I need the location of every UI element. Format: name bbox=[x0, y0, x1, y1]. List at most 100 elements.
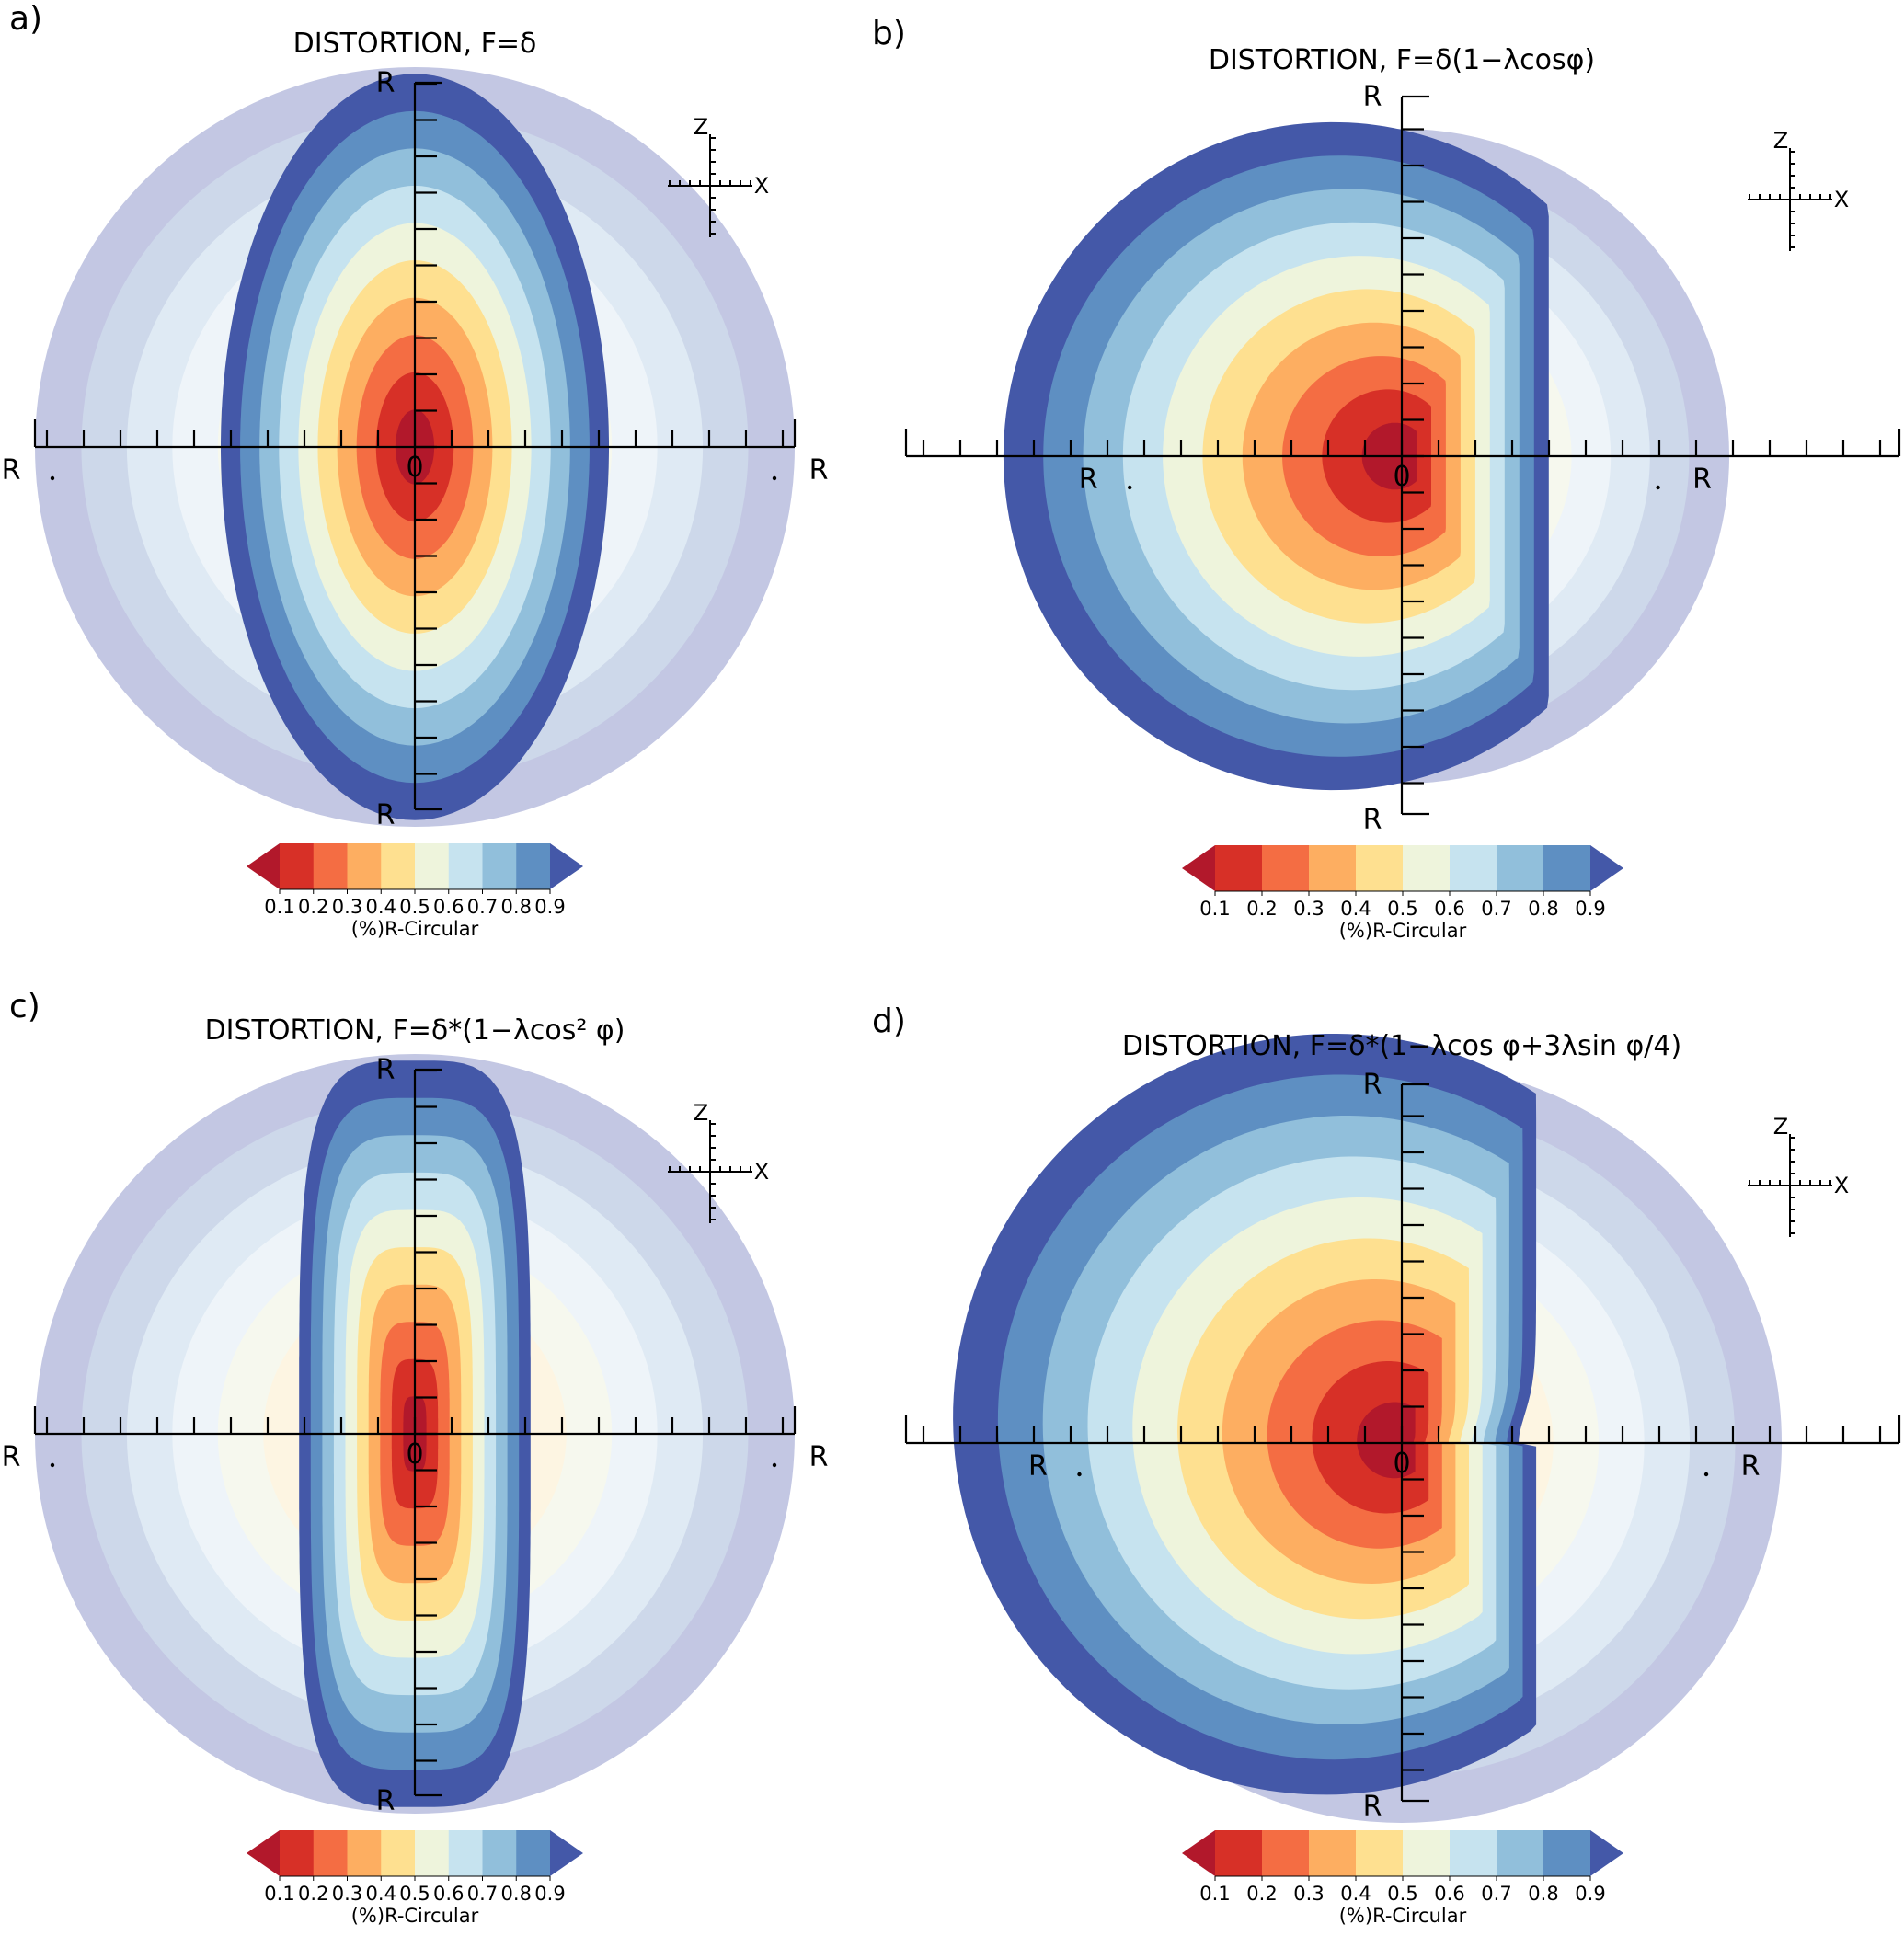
colorbar-tick-label: 0.8 bbox=[501, 1883, 532, 1905]
colorbar-tick-label: 0.6 bbox=[433, 896, 464, 918]
colorbar-tick-label: 0.9 bbox=[1575, 1883, 1605, 1905]
triad-x-label: X bbox=[1834, 1173, 1849, 1198]
colorbar-cell bbox=[1543, 1830, 1591, 1876]
axis-end-label-right: R bbox=[1741, 1450, 1761, 1483]
triad-x-label: X bbox=[754, 1159, 769, 1185]
colorbar: 0.1 0.2 0.3 0.4 0.5 0.6 0.7 0.8 0.9(%)R-Circular bbox=[1182, 1830, 1623, 1927]
axis-end-label-left: R bbox=[1028, 1450, 1048, 1483]
colorbar-cell bbox=[448, 1830, 483, 1876]
colorbar-cell bbox=[415, 1830, 450, 1876]
colorbar-extend-high bbox=[550, 843, 583, 889]
orientation-triad bbox=[1748, 1134, 1832, 1237]
axis-end-label-bottom: R bbox=[376, 1785, 396, 1817]
axes bbox=[33, 81, 797, 811]
colorbar-tick-label: 0.7 bbox=[1481, 898, 1511, 920]
colorbar-tick-label: 0.5 bbox=[1387, 898, 1417, 920]
colorbar-cell bbox=[482, 843, 517, 889]
origin-label: 0 bbox=[406, 1438, 423, 1471]
colorbar-cell bbox=[347, 1830, 382, 1876]
colorbar-cell bbox=[313, 1830, 348, 1876]
colorbar-cell bbox=[1356, 845, 1404, 891]
triad-x-label: X bbox=[1834, 187, 1849, 212]
colorbar-tick-label: 0.5 bbox=[1387, 1883, 1417, 1905]
colorbar-tick-label: 0.1 bbox=[1199, 898, 1230, 920]
colorbar-extend-high bbox=[550, 1830, 583, 1876]
origin-label: 0 bbox=[1393, 461, 1410, 493]
axis-end-label-right: R bbox=[809, 454, 829, 487]
axes bbox=[904, 1083, 1901, 1803]
colorbar-extend-high bbox=[1590, 845, 1623, 891]
colorbar-tick-label: 0.8 bbox=[501, 896, 532, 918]
axis-end-label-bottom: R bbox=[1363, 804, 1382, 836]
colorbar-tick-label: 0.9 bbox=[534, 896, 565, 918]
colorbar-tick-label: 0.6 bbox=[433, 1883, 464, 1905]
axis-end-label-bottom: R bbox=[376, 799, 396, 831]
axis-end-label-left: R bbox=[1079, 464, 1098, 496]
colorbar-tick-label: 0.6 bbox=[1434, 898, 1464, 920]
colorbar-cell bbox=[1450, 845, 1497, 891]
axis-end-label-top: R bbox=[1363, 81, 1382, 113]
colorbar-tick-label: 0.4 bbox=[366, 896, 396, 918]
axis-end-label-left: R bbox=[2, 454, 21, 487]
triad-x-label: X bbox=[754, 173, 769, 199]
triad-z-label: Z bbox=[1773, 1114, 1788, 1140]
axis-dot bbox=[772, 475, 777, 481]
axis-end-label-top: R bbox=[376, 67, 396, 99]
colorbar-cell bbox=[1356, 1830, 1404, 1876]
axes bbox=[33, 1068, 797, 1797]
orientation-triad bbox=[668, 1120, 752, 1223]
orientation-triad bbox=[1748, 148, 1832, 251]
colorbar-cell bbox=[1262, 845, 1310, 891]
colorbar-extend-low bbox=[1182, 845, 1215, 891]
origin-label: 0 bbox=[1393, 1448, 1410, 1480]
colorbar-tick-label: 0.4 bbox=[1340, 1883, 1371, 1905]
colorbar-tick-label: 0.9 bbox=[1575, 898, 1605, 920]
axis-dot bbox=[1656, 485, 1660, 490]
axis-dot bbox=[1128, 485, 1132, 490]
axis-dot bbox=[50, 1462, 55, 1468]
colorbar-tick-label: 0.3 bbox=[1293, 1883, 1324, 1905]
colorbar-cell bbox=[1215, 845, 1263, 891]
colorbar-cell bbox=[1215, 1830, 1263, 1876]
colorbar-tick-label: 0.8 bbox=[1528, 1883, 1558, 1905]
colorbar-cell bbox=[1403, 1830, 1451, 1876]
triad-z-label: Z bbox=[694, 114, 708, 140]
colorbar-tick-label: 0.1 bbox=[1199, 1883, 1230, 1905]
colorbar-tick-label: 0.3 bbox=[332, 896, 362, 918]
axis-dot bbox=[1077, 1472, 1082, 1477]
colorbar-extend-low bbox=[247, 843, 280, 889]
panel-label: a) bbox=[9, 0, 42, 38]
colorbar-cell bbox=[1262, 1830, 1310, 1876]
colorbar-label: (%)R-Circular bbox=[1339, 920, 1467, 942]
colorbar-cell bbox=[280, 1830, 315, 1876]
panel-d: R R R R 0 d) DISTORTION, F=δ*(1−λcos φ+3λsin φ… bbox=[872, 1002, 1901, 1927]
colorbar-cell bbox=[1450, 1830, 1497, 1876]
colorbar: 0.1 0.2 0.3 0.4 0.5 0.6 0.7 0.8 0.9(%)R-Circular bbox=[247, 843, 583, 940]
colorbar-cell bbox=[1403, 845, 1451, 891]
colorbar-extend-low bbox=[1182, 1830, 1215, 1876]
orientation-triad bbox=[668, 134, 752, 237]
axis-dot bbox=[50, 475, 55, 481]
colorbar-cell bbox=[1497, 845, 1544, 891]
colorbar-cell bbox=[381, 1830, 416, 1876]
panel-label: c) bbox=[9, 988, 40, 1025]
colorbar-tick-label: 0.2 bbox=[298, 896, 328, 918]
colorbar-label: (%)R-Circular bbox=[1339, 1905, 1467, 1927]
axis-dot bbox=[772, 1462, 777, 1468]
triad-z-label: Z bbox=[1773, 128, 1788, 154]
colorbar-cell bbox=[1497, 1830, 1544, 1876]
colorbar-tick-label: 0.5 bbox=[399, 896, 430, 918]
colorbar-cell bbox=[313, 843, 348, 889]
panel-label: d) bbox=[872, 1002, 906, 1040]
colorbar-cell bbox=[347, 843, 382, 889]
panel-title: DISTORTION, F=δ bbox=[293, 28, 537, 60]
colorbar-label: (%)R-Circular bbox=[351, 1905, 479, 1927]
colorbar-tick-label: 0.8 bbox=[1528, 898, 1558, 920]
colorbar-tick-label: 0.7 bbox=[1481, 1883, 1511, 1905]
colorbar-tick-label: 0.2 bbox=[1246, 1883, 1277, 1905]
axis-end-label-left: R bbox=[2, 1441, 21, 1473]
colorbar-cell bbox=[516, 843, 551, 889]
